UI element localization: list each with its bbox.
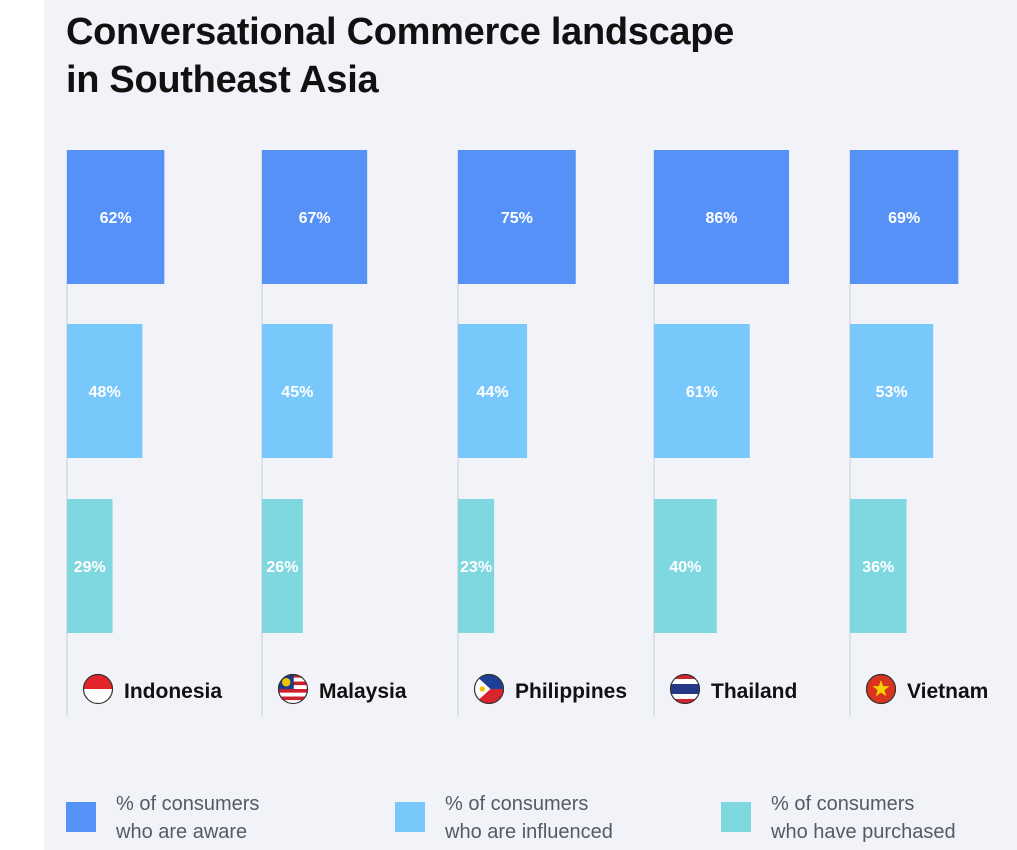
thailand-flag-icon bbox=[669, 673, 701, 705]
data-label-influenced-vietnam: 53% bbox=[876, 384, 908, 401]
data-label-purchased-philippines: 23% bbox=[460, 559, 492, 576]
bar-purchased-philippines bbox=[458, 499, 495, 633]
data-label-influenced-thailand: 61% bbox=[686, 384, 718, 401]
bar-influenced-philippines bbox=[458, 324, 528, 458]
data-label-aware-vietnam: 69% bbox=[888, 210, 920, 227]
legend-label-influenced: % of consumers who are influenced bbox=[445, 793, 613, 843]
bar-purchased-indonesia bbox=[67, 499, 113, 633]
vietnam-flag-icon bbox=[865, 673, 897, 705]
data-label-aware-malaysia: 67% bbox=[299, 210, 331, 227]
data-label-purchased-vietnam: 36% bbox=[862, 559, 894, 576]
chart-title: Conversational Commerce landscape in Sou… bbox=[66, 8, 966, 104]
chart-title-line-1: Conversational Commerce landscape bbox=[66, 11, 735, 53]
malaysia-flag-icon bbox=[277, 673, 309, 705]
bar-purchased-malaysia bbox=[262, 499, 303, 633]
bar-aware-vietnam bbox=[850, 150, 959, 284]
bar-aware-malaysia bbox=[262, 150, 368, 284]
legend-swatch-purchased bbox=[721, 802, 751, 832]
data-label-aware-indonesia: 62% bbox=[100, 210, 132, 227]
legend-label-purchased: % of consumers who have purchased bbox=[771, 793, 956, 843]
data-label-aware-thailand: 86% bbox=[705, 210, 737, 227]
bar-influenced-thailand bbox=[654, 324, 750, 458]
chart-title-line-2: in Southeast Asia bbox=[66, 59, 379, 101]
data-label-aware-philippines: 75% bbox=[501, 210, 533, 227]
category-label-vietnam: Vietnam bbox=[907, 680, 988, 703]
bar-influenced-malaysia bbox=[262, 324, 333, 458]
data-label-influenced-malaysia: 45% bbox=[281, 384, 313, 401]
category-label-philippines: Philippines bbox=[515, 680, 627, 703]
bar-influenced-vietnam bbox=[850, 324, 934, 458]
category-label-malaysia: Malaysia bbox=[319, 680, 407, 703]
category-label-thailand: Thailand bbox=[711, 680, 797, 703]
legend-swatch-influenced bbox=[395, 802, 425, 832]
bar-purchased-vietnam bbox=[850, 499, 907, 633]
philippines-flag-icon bbox=[473, 673, 505, 705]
legend-swatch-aware bbox=[66, 802, 96, 832]
bar-purchased-thailand bbox=[654, 499, 717, 633]
bar-influenced-indonesia bbox=[67, 324, 143, 458]
data-label-purchased-thailand: 40% bbox=[669, 559, 701, 576]
data-label-influenced-indonesia: 48% bbox=[89, 384, 121, 401]
category-label-indonesia: Indonesia bbox=[124, 680, 222, 703]
bar-aware-thailand bbox=[654, 150, 790, 284]
bar-aware-philippines bbox=[458, 150, 576, 284]
data-label-purchased-malaysia: 26% bbox=[266, 559, 298, 576]
legend-label-aware: % of consumers who are aware bbox=[116, 793, 260, 843]
indonesia-flag-icon bbox=[82, 673, 114, 705]
data-label-purchased-indonesia: 29% bbox=[74, 559, 106, 576]
data-label-influenced-philippines: 44% bbox=[477, 384, 509, 401]
bar-aware-indonesia bbox=[67, 150, 165, 284]
